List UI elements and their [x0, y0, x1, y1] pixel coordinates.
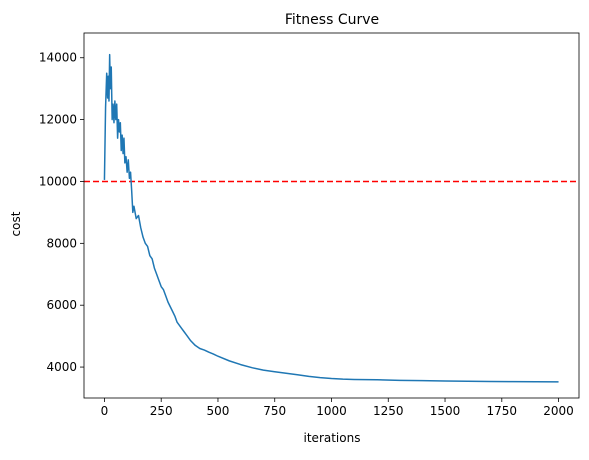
- y-tick-label: 12000: [39, 113, 77, 127]
- x-tick-label: 2000: [543, 404, 574, 418]
- x-tick-label: 0: [101, 404, 109, 418]
- x-tick-label: 500: [207, 404, 230, 418]
- x-tick-label: 1750: [487, 404, 518, 418]
- x-tick-label: 1500: [430, 404, 461, 418]
- x-axis-label: iterations: [304, 431, 361, 445]
- series-line-0: [103, 53, 559, 383]
- y-tick-label: 8000: [46, 236, 77, 250]
- x-tick-label: 250: [150, 404, 173, 418]
- y-ticks: 4000 6000 8000 10000 12000 14000: [39, 51, 84, 374]
- axes-layer: [83, 32, 580, 399]
- y-axis-label: cost: [9, 211, 23, 236]
- y-tick-label: 14000: [39, 51, 77, 65]
- plot-frame: [83, 32, 580, 399]
- chart-title: Fitness Curve: [285, 12, 379, 28]
- x-tick-label: 1250: [373, 404, 404, 418]
- y-tick-label: 10000: [39, 174, 77, 188]
- y-tick-label: 4000: [46, 360, 77, 374]
- y-tick-label: 6000: [46, 298, 77, 312]
- x-tick-label: 1000: [316, 404, 347, 418]
- x-ticks: 0 250 500 750 1000 1250 1500 1750 2000: [101, 398, 574, 418]
- x-tick-label: 750: [263, 404, 286, 418]
- series-layer: [103, 53, 559, 383]
